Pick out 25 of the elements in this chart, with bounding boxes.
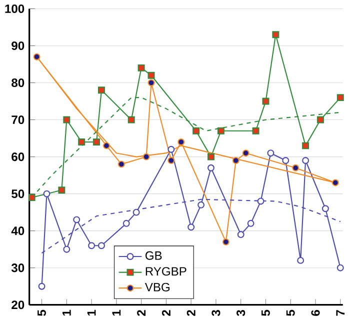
- x-tick-label: 3: [236, 310, 246, 316]
- y-tick-label: 40: [11, 226, 24, 236]
- y-tick-label: 30: [11, 264, 24, 272]
- x-tick-label: 5: [262, 310, 270, 316]
- y-tick-label: 50: [12, 190, 24, 198]
- y-tick-label: 60: [12, 152, 24, 162]
- legend-label: GB: [146, 251, 162, 260]
- legend-label: RYGBP: [146, 267, 186, 276]
- y-tick-label: 20: [12, 300, 24, 310]
- x-tick-label: 5: [286, 310, 295, 316]
- x-tick-label: 1: [62, 310, 71, 316]
- y-tick-label: 100: [5, 4, 24, 14]
- x-tick-label: 7: [336, 310, 345, 316]
- x-tick-label: 3: [212, 310, 220, 316]
- x-tick-label: 1: [87, 310, 96, 316]
- y-tick-label: 70: [12, 116, 24, 124]
- y-tick-label: 80: [12, 78, 24, 88]
- x-tick-label: 5: [38, 310, 46, 316]
- x-tick-label: 1: [112, 310, 121, 316]
- legend-label: VBG: [144, 282, 170, 292]
- x-tick-label: 2: [162, 310, 170, 316]
- x-tick-label: 6: [311, 310, 320, 316]
- x-tick-label: 2: [137, 310, 146, 316]
- y-tick-label: 90: [12, 42, 24, 50]
- x-tick-label: 2: [186, 310, 196, 316]
